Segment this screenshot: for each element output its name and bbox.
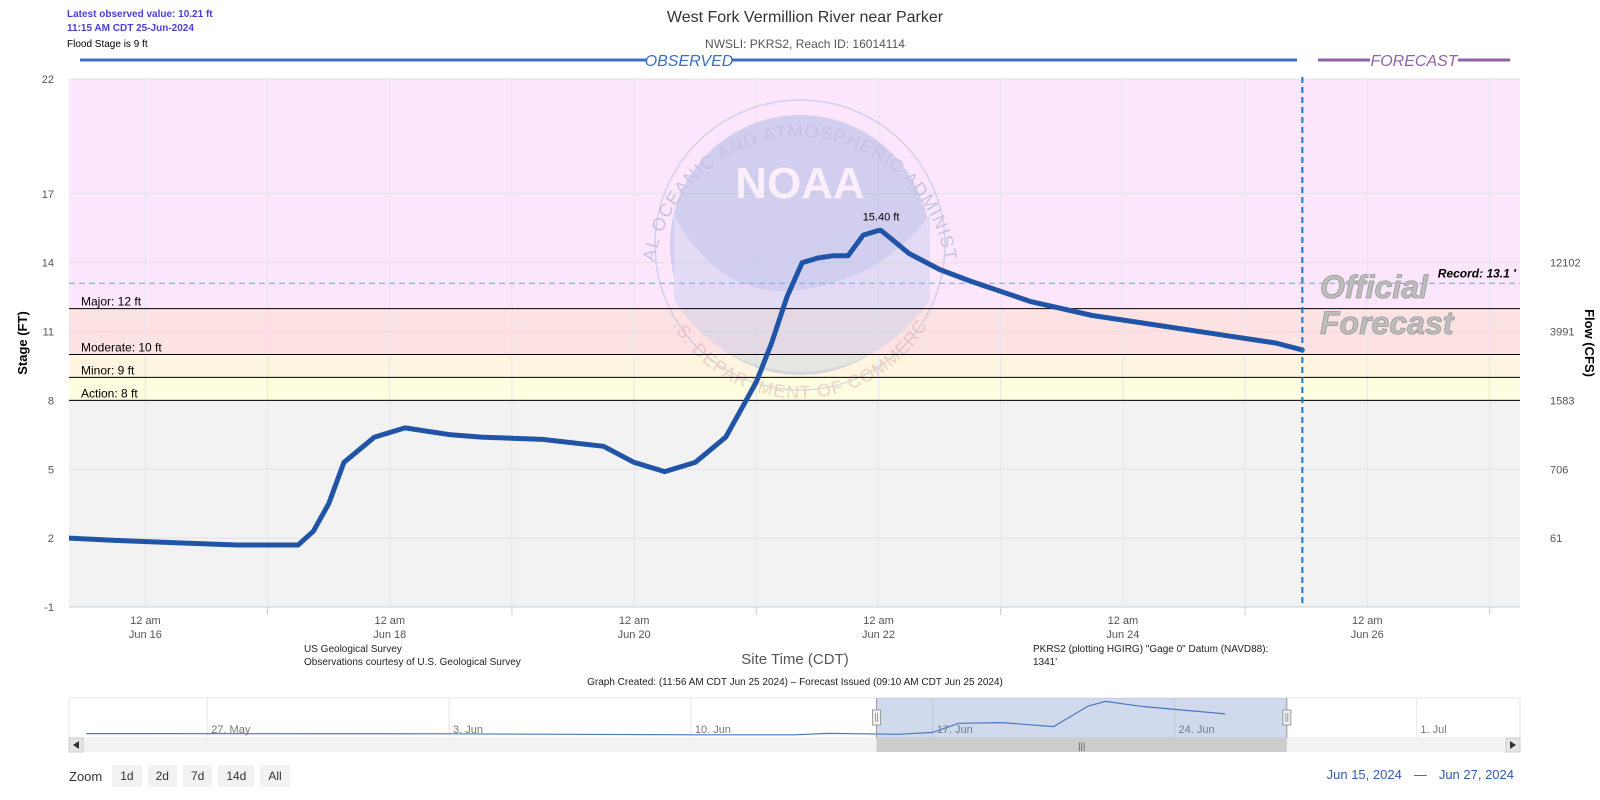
graph-created-note: Graph Created: (11:56 AM CDT Jun 25 2024… <box>587 677 1003 688</box>
action-band <box>69 377 1520 401</box>
scrollbar-grip-icon[interactable]: ||| <box>1078 741 1085 751</box>
zoom-1d-button[interactable]: 1d <box>112 765 142 787</box>
x-tick-label: 12 am <box>1352 615 1383 627</box>
navigator-selected-range[interactable] <box>876 698 1287 738</box>
y-tick-label: 2 <box>48 533 54 545</box>
threshold-label-3: Action: 8 ft <box>81 386 138 400</box>
normal-band <box>69 400 1520 607</box>
date-range-display: Jun 15, 2024 — Jun 27, 2024 <box>1327 767 1514 782</box>
hydrograph-chart: NATIONAL OCEANIC AND ATMOSPHERIC ADMINIS… <box>0 0 1597 753</box>
official-forecast-line1: Official <box>1320 269 1429 305</box>
x-tick-label: 12 am <box>374 615 405 627</box>
y2-tick-label: 3991 <box>1550 327 1574 339</box>
chart-subtitle: NWSLI: PKRS2, Reach ID: 16014114 <box>705 37 905 51</box>
x-tick-label: 12 am <box>130 615 161 627</box>
range-to-date[interactable]: Jun 27, 2024 <box>1438 767 1514 782</box>
flood-stage-note: Flood Stage is 9 ft <box>67 39 148 50</box>
zoom-14d-button[interactable]: 14d <box>218 765 255 787</box>
y-tick-label: 8 <box>48 395 54 407</box>
x-tick-label: 12 am <box>863 615 894 627</box>
chart-title: West Fork Vermillion River near Parker <box>667 9 944 26</box>
scrollbar-track[interactable] <box>69 738 1520 752</box>
navigator-handle-right[interactable] <box>1282 698 1292 738</box>
x-tick-date: Jun 22 <box>862 629 895 641</box>
range-navigator[interactable]: 27. May 3. Jun 10. Jun 17. Jun 24. Jun 1. Jul… <box>68 697 1521 753</box>
noaa-logo-text: NOAA <box>735 159 865 208</box>
official-forecast-line2: Forecast <box>1320 305 1455 341</box>
source-line-1: US Geological Survey <box>304 644 402 655</box>
navigator-handle-left[interactable] <box>872 698 882 738</box>
x-tick-label: 12 am <box>619 615 650 627</box>
navigator-background <box>68 697 1521 739</box>
y2-tick-label: 1583 <box>1550 395 1574 407</box>
navigator-date-label: 1. Jul <box>1420 724 1446 736</box>
y-tick-label: 14 <box>42 258 54 270</box>
source-line-2: Observations courtesy of U.S. Geological… <box>304 657 521 668</box>
range-from-date[interactable]: Jun 15, 2024 <box>1326 767 1402 782</box>
record-label: Record: 13.1 ' <box>1438 266 1517 280</box>
navigator-date-label: 10. Jun <box>695 724 731 736</box>
latest-observed-time: 11:15 AM CDT 25-Jun-2024 <box>67 23 194 34</box>
y2-tick-label: 12102 <box>1550 258 1581 270</box>
scroll-left-arrow-icon <box>73 741 79 749</box>
threshold-label-2: Minor: 9 ft <box>81 363 135 377</box>
y2-tick-label: 61 <box>1550 533 1562 545</box>
scroll-right-arrow-icon <box>1510 741 1516 749</box>
threshold-label-1: Moderate: 10 ft <box>81 340 162 354</box>
navigator-series-line <box>86 700 1226 736</box>
y-tick-label: 11 <box>43 327 54 339</box>
threshold-label-0: Major: 12 ft <box>81 295 142 309</box>
x-axis-label: Site Time (CDT) <box>741 651 849 668</box>
y-tick-label: -1 <box>44 602 54 614</box>
zoom-label: Zoom <box>69 768 103 784</box>
latest-observed-value: Latest observed value: 10.21 ft <box>67 9 213 20</box>
stage-series-points <box>69 229 1303 546</box>
observed-label: OBSERVED <box>645 53 734 70</box>
x-tick-date: Jun 20 <box>618 629 651 641</box>
navigator-date-label: 3. Jun <box>453 724 483 736</box>
zoom-2d-button[interactable]: 2d <box>147 765 177 787</box>
y-tick-label: 22 <box>42 74 54 86</box>
y2-tick-label: 706 <box>1550 464 1568 476</box>
x-tick-label: 12 am <box>1108 615 1139 627</box>
y-axis-label: Stage (FT) <box>15 311 30 375</box>
axes: 15.40 ft -1 2 5 8 11 14 17 22 61 706 1583 3991 12102 1… <box>42 74 1581 641</box>
navigator-date-label: 24. Jun <box>1179 724 1215 736</box>
x-tick-date: Jun 24 <box>1106 629 1139 641</box>
scrollbar-thumb[interactable] <box>876 738 1287 752</box>
navigator-date-label: 17. Jun <box>937 724 973 736</box>
zoom-all-button[interactable]: All <box>260 765 290 787</box>
x-tick-date: Jun 16 <box>129 629 162 641</box>
y2-axis-label: Flow (CFS) <box>1582 309 1597 377</box>
datum-line-1: PKRS2 (plotting HGIRG) "Gage 0" Datum (N… <box>1033 644 1268 655</box>
minor-flood-band <box>69 354 1520 378</box>
zoom-7d-button[interactable]: 7d <box>182 765 213 787</box>
x-tick-date: Jun 26 <box>1351 629 1384 641</box>
forecast-label: FORECAST <box>1370 53 1458 70</box>
y-tick-label: 17 <box>42 189 54 201</box>
navigator-date-label: 27. May <box>211 724 251 736</box>
range-separator: — <box>1413 767 1427 782</box>
peak-label: 15.40 ft <box>863 212 900 224</box>
x-tick-date: Jun 18 <box>373 629 406 641</box>
zoom-controls: Zoom 1d 2d 7d 14d All <box>69 764 290 788</box>
datum-line-2: 1341' <box>1033 657 1057 668</box>
y-tick-label: 5 <box>48 464 54 476</box>
